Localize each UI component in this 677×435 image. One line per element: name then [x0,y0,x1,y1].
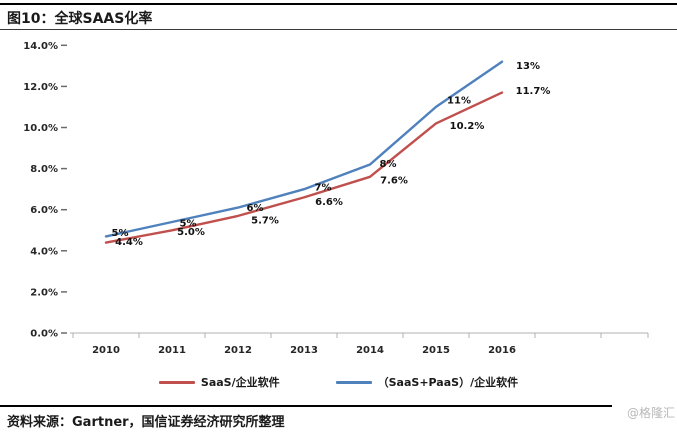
svg-text:11%: 11% [447,95,471,106]
saas-rate-line-chart: 0.0% 2.0% 4.0% 6.0% 8.0% 10.0% 12.0% 14.0% 2010 2… [23,41,649,356]
svg-text:2016: 2016 [488,345,516,356]
svg-text:7%: 7% [315,183,332,194]
title-divider-rule [0,29,677,30]
svg-text:7.6%: 7.6% [380,175,408,186]
svg-text:8%: 8% [380,159,397,170]
figure-title: 图10：全球SAAS化率 [7,11,153,27]
gelonghui-watermark: @格隆汇 [626,406,675,420]
saas-line-swatch [158,380,195,384]
chart-svg: 0.0% 2.0% 4.0% 6.0% 8.0% 10.0% 12.0% 14.0% 2010 2… [23,41,649,356]
svg-text:10.2%: 10.2% [450,121,485,132]
svg-text:2010: 2010 [92,345,120,356]
svg-text:6.0%: 6.0% [30,205,58,216]
svg-text:5%: 5% [112,228,129,239]
svg-text:12.0%: 12.0% [23,82,58,93]
svg-text:2011: 2011 [158,345,186,356]
legend-item-saas: SaaS/企业软件 [158,374,280,390]
svg-text:10.0%: 10.0% [23,123,58,134]
svg-text:2014: 2014 [356,345,384,356]
svg-text:4.4%: 4.4% [115,237,143,248]
footer-divider-rule [0,405,612,407]
legend-item-saas-paas: （SaaS+PaaS）/企业软件 [335,374,519,390]
legend-label-saas: SaaS/企业软件 [200,376,280,389]
svg-text:5.7%: 5.7% [251,215,279,226]
svg-text:4.0%: 4.0% [30,246,58,257]
svg-text:6.6%: 6.6% [315,197,343,208]
top-border-rule [0,3,677,5]
svg-text:14.0%: 14.0% [23,41,58,52]
svg-text:13%: 13% [516,61,540,72]
svg-text:8.0%: 8.0% [30,164,58,175]
svg-text:6%: 6% [247,203,264,214]
svg-text:5.0%: 5.0% [177,227,205,238]
svg-text:11.7%: 11.7% [516,86,551,97]
svg-text:2012: 2012 [224,345,252,356]
saas-paas-line-swatch [335,380,372,384]
data-source-note: 资料来源：Gartner，国信证券经济研究所整理 [7,415,285,430]
chart-legend: SaaS/企业软件 （SaaS+PaaS）/企业软件 [0,374,677,390]
legend-label-saas-paas: （SaaS+PaaS）/企业软件 [377,376,519,389]
svg-text:0.0%: 0.0% [30,329,58,340]
svg-text:2015: 2015 [422,345,450,356]
svg-text:5%: 5% [180,219,197,230]
svg-text:2013: 2013 [290,345,318,356]
svg-text:2.0%: 2.0% [30,287,58,298]
